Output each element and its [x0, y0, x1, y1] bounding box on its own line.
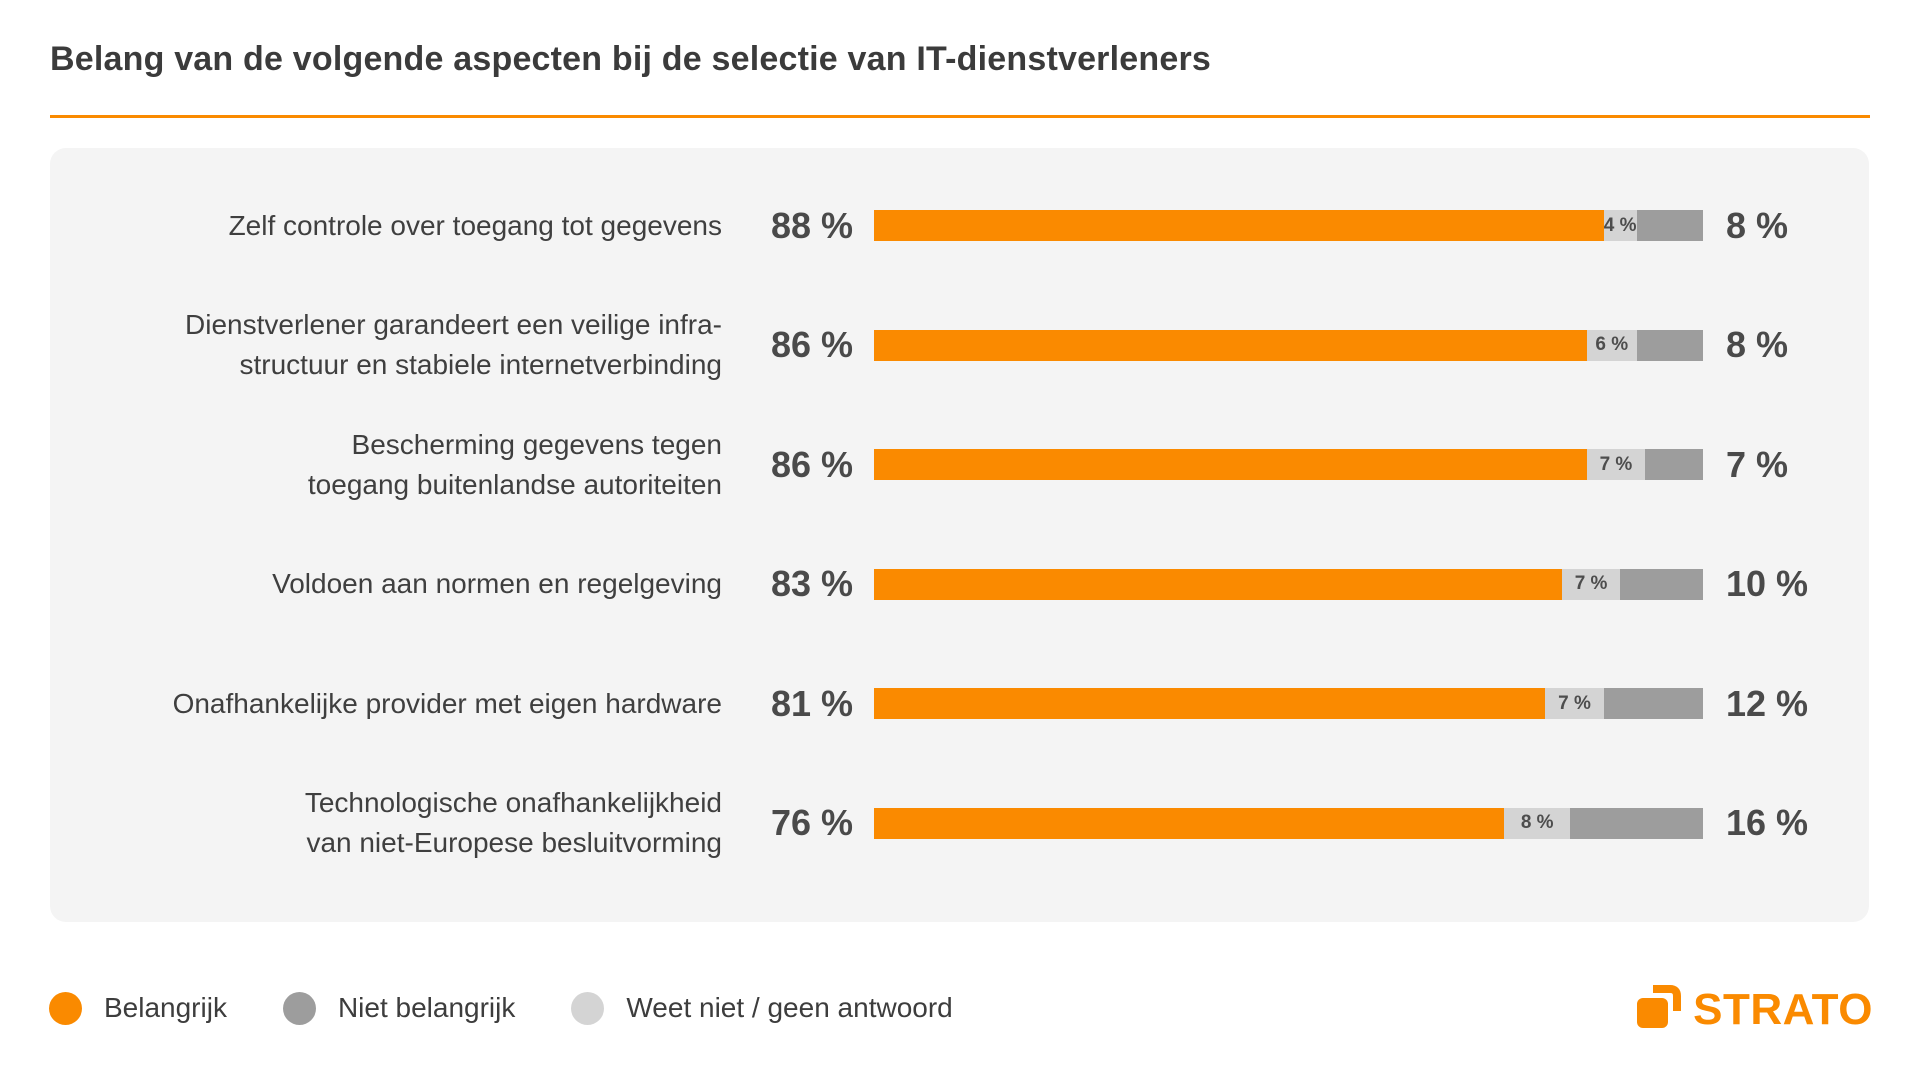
weet-niet-value-label: 7 %	[1574, 573, 1608, 595]
legend-label: Weet niet / geen antwoord	[626, 992, 953, 1023]
chart-panel: Zelf controle over toegang tot gegevens …	[50, 148, 1869, 922]
bar-segment-belangrijk	[874, 449, 1587, 481]
bar-segment-belangrijk	[874, 688, 1546, 720]
weet-niet-value-label: 8 %	[1520, 812, 1554, 834]
bar-segment-belangrijk	[874, 210, 1604, 242]
chart-row: Dienstverlener garandeert een veilige in…	[50, 286, 1869, 406]
stacked-bar: 7 %	[874, 688, 1703, 720]
category-label: Dienstverlener garandeert een veilige in…	[185, 309, 722, 381]
bar-segment-weet-niet: 7 %	[1545, 688, 1604, 720]
stacked-bar: 6 %	[874, 329, 1703, 361]
strato-logo-icon	[1637, 985, 1682, 1028]
category-label: Technologische onafhankelijkheid van nie…	[304, 787, 722, 859]
chart-row: Technologische onafhankelijkheid van nie…	[50, 764, 1869, 884]
niet-belangrijk-value-label: 8 %	[1726, 204, 1789, 246]
strato-logo-text: STRATO	[1693, 984, 1873, 1034]
bar-segment-weet-niet: 8 %	[1504, 807, 1571, 839]
niet-belangrijk-value-label: 16 %	[1726, 802, 1809, 844]
weet-niet-value-label: 6 %	[1595, 334, 1629, 356]
stacked-bar: 7 %	[874, 568, 1703, 600]
legend-dot-niet-belangrijk	[282, 991, 316, 1025]
legend-label: Belangrijk	[104, 992, 227, 1023]
stacked-bar: 4 %	[874, 210, 1703, 242]
legend-item-niet-belangrijk: Niet belangrijk	[282, 991, 516, 1025]
belangrijk-value-label: 83 %	[770, 563, 853, 605]
page-title: Belang van de volgende aspecten bij de s…	[50, 40, 1211, 78]
belangrijk-value-label: 81 %	[770, 682, 853, 724]
bar-segment-niet-belangrijk	[1636, 329, 1703, 361]
niet-belangrijk-value-label: 7 %	[1726, 443, 1789, 485]
bar-segment-niet-belangrijk	[1636, 210, 1703, 242]
legend-item-belangrijk: Belangrijk	[49, 991, 227, 1025]
niet-belangrijk-value-label: 10 %	[1726, 563, 1809, 605]
weet-niet-value-label: 4 %	[1603, 214, 1637, 236]
bar-segment-belangrijk	[874, 807, 1505, 839]
title-accent-rule	[50, 115, 1870, 118]
legend-dot-belangrijk	[49, 991, 82, 1025]
bar-segment-niet-belangrijk	[1644, 449, 1703, 481]
bar-segment-weet-niet: 6 %	[1586, 329, 1637, 361]
bar-segment-belangrijk	[874, 329, 1587, 361]
legend-item-weet-niet: Weet niet / geen antwoord	[571, 991, 953, 1025]
belangrijk-value-label: 86 %	[770, 324, 853, 366]
bar-segment-niet-belangrijk	[1570, 807, 1703, 839]
bar-segment-weet-niet: 7 %	[1562, 568, 1621, 600]
bar-segment-niet-belangrijk	[1620, 568, 1703, 600]
category-label: Onafhankelijke provider met eigen hardwa…	[172, 687, 722, 719]
bar-segment-weet-niet: 4 %	[1603, 210, 1637, 242]
bar-segment-belangrijk	[874, 568, 1563, 600]
chart-row: Bescherming gegevens tegen toegang buite…	[50, 405, 1869, 525]
belangrijk-value-label: 86 %	[770, 443, 853, 485]
stacked-bar: 8 %	[874, 807, 1703, 839]
stacked-bar: 7 %	[874, 449, 1703, 481]
niet-belangrijk-value-label: 8 %	[1726, 324, 1789, 366]
weet-niet-value-label: 7 %	[1599, 453, 1633, 475]
category-label: Bescherming gegevens tegen toegang buite…	[307, 428, 722, 500]
chart-row: Onafhankelijke provider met eigen hardwa…	[50, 644, 1869, 764]
category-label: Zelf controle over toegang tot gegevens	[228, 209, 722, 241]
chart-row: Zelf controle over toegang tot gegevens …	[50, 166, 1869, 286]
legend-label: Niet belangrijk	[337, 992, 516, 1023]
belangrijk-value-label: 88 %	[770, 204, 853, 246]
footer: Belangrijk Niet belangrijk Weet niet / g…	[49, 982, 1873, 1034]
legend-dot-weet-niet	[571, 991, 605, 1025]
strato-logo: STRATO	[1637, 982, 1873, 1035]
weet-niet-value-label: 7 %	[1558, 692, 1591, 714]
chart-row: Voldoen aan normen en regelgeving 83 % 7…	[50, 525, 1869, 645]
category-label: Voldoen aan normen en regelgeving	[272, 568, 722, 600]
belangrijk-value-label: 76 %	[770, 802, 853, 844]
bar-segment-weet-niet: 7 %	[1586, 449, 1645, 481]
bar-segment-niet-belangrijk	[1603, 688, 1703, 720]
legend: Belangrijk Niet belangrijk Weet niet / g…	[49, 991, 953, 1025]
niet-belangrijk-value-label: 12 %	[1726, 682, 1809, 724]
